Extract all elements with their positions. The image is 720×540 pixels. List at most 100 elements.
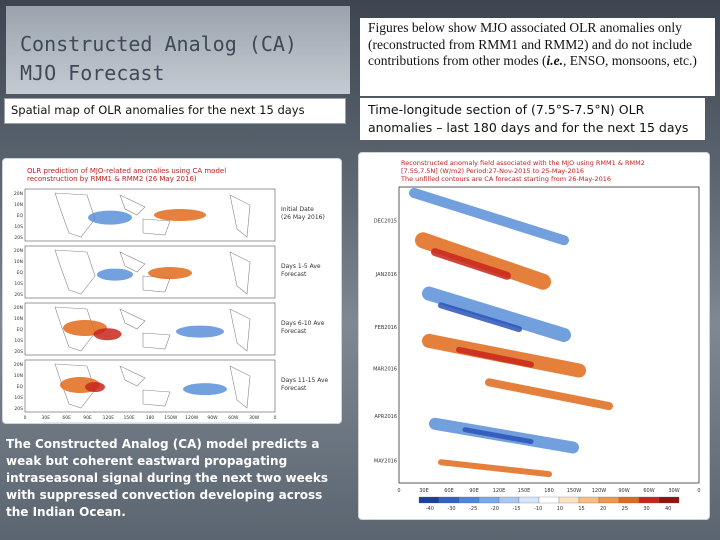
map-lat-tick: 20N: [14, 248, 23, 254]
map-header-line-1: OLR prediction of MJO-related anomalies …: [27, 167, 227, 175]
map-lon-tick: 90W: [207, 415, 218, 421]
map-lon-tick: 30W: [249, 415, 260, 421]
hov-colorbar-cell: [638, 496, 660, 504]
map-lon-tick: 90E: [83, 415, 92, 421]
map-panel-label-2: Forecast: [281, 385, 307, 392]
map-panel-label-2: (26 May 2016): [281, 214, 325, 221]
map-lat-tick: 10S: [14, 395, 23, 401]
olr-anomaly-blob: [148, 267, 192, 280]
map-lon-tick: 60E: [62, 415, 71, 421]
map-lon-tick: 60W: [228, 415, 239, 421]
australia-outline: [142, 389, 171, 407]
olr-anomaly-blob: [93, 328, 122, 341]
hov-colorbar-cell: [618, 496, 640, 504]
description-italic: i.e.: [546, 53, 563, 68]
map-panel-label-2: Forecast: [281, 328, 307, 335]
hov-colorbar-tick: 10: [557, 506, 563, 512]
hov-colorbar-cell: [518, 496, 540, 504]
hov-colorbar-tick: -40: [426, 506, 434, 512]
map-lat-tick: EQ: [17, 213, 24, 219]
map-lon-tick: 0: [274, 415, 277, 421]
map-lon-tick: 180: [146, 415, 155, 421]
map-lat-tick: 20S: [14, 235, 23, 241]
hov-lon-tick: 150W: [567, 488, 582, 494]
hov-colorbar-tick: 30: [643, 506, 649, 512]
hov-figure-svg: DEC2015 JAN2016 FEB2016 MAR2016 APR2016 MAY20…: [373, 186, 701, 512]
map-lat-tick: 20N: [14, 362, 23, 368]
hov-date-tick: APR2016: [374, 414, 397, 420]
map-lat-tick: 20S: [14, 349, 23, 355]
map-lon-tick: 150E: [123, 415, 135, 421]
map-lon-tick: 120W: [185, 415, 199, 421]
hov-header-line-1: Reconstructed anomaly field associated w…: [401, 159, 645, 167]
hov-colorbar-cell: [478, 496, 500, 504]
hov-colorbar-cell: [578, 496, 600, 504]
hov-date-tick: JAN2016: [375, 272, 397, 278]
australia-outline: [142, 218, 171, 236]
hov-anomaly-band: [438, 302, 522, 333]
hov-anomaly-band: [415, 232, 551, 290]
hov-date-tick: DEC2015: [374, 219, 397, 225]
map-lat-tick: 10S: [14, 338, 23, 344]
summary-text: The Constructed Analog (CA) model predic…: [6, 437, 329, 519]
map-lat-tick: 20S: [14, 292, 23, 298]
map-lon-tick: 0: [24, 415, 27, 421]
hov-anomaly-band: [422, 286, 571, 342]
america-outline: [229, 365, 251, 409]
hov-lon-tick: 30W: [668, 488, 679, 494]
hov-anomaly-band: [438, 459, 552, 478]
america-outline: [229, 251, 251, 295]
hov-lon-tick: 0: [697, 488, 700, 494]
hov-colorbar-tick: 15: [578, 506, 584, 512]
hov-colorbar-tick: -30: [447, 506, 455, 512]
hov-lon-tick: 30E: [419, 488, 429, 494]
map-lat-tick: 20N: [14, 305, 23, 311]
description-post: , ENSO, monsoons, etc.): [562, 53, 697, 68]
map-panel-label-1: Days 6-10 Ave: [281, 320, 325, 327]
hov-header-line-3: The unfilled contours are CA forecast st…: [401, 175, 611, 183]
description-pre: Figures below show MJO associated OLR an…: [368, 20, 692, 68]
asia-outline: [119, 194, 146, 216]
hov-date-tick: MAR2016: [373, 367, 397, 373]
map-lat-tick: 10N: [14, 373, 23, 379]
america-outline: [229, 194, 251, 238]
map-lat-tick: 10S: [14, 281, 23, 287]
map-lat-tick: 20S: [14, 406, 23, 412]
hov-colorbar-tick: -15: [512, 506, 520, 512]
map-header-line-2: reconstruction by RMM1 & RMM2 (26 May 20…: [27, 175, 197, 183]
map-lat-tick: 20N: [14, 191, 23, 197]
hov-anomaly-band: [456, 346, 534, 368]
olr-anomaly-blob: [88, 210, 132, 225]
hov-date-tick: MAY2016: [374, 458, 397, 464]
map-lon-tick: 120E: [103, 415, 115, 421]
map-panel-frame: [24, 188, 276, 242]
hov-colorbar-tick: -10: [534, 506, 542, 512]
hov-anomaly-band: [409, 187, 569, 246]
america-outline: [229, 308, 251, 352]
hov-lon-tick: 90W: [618, 488, 629, 494]
hov-date-tick: FEB2016: [375, 325, 397, 331]
hov-lon-tick: 60E: [444, 488, 454, 494]
hov-lon-tick: 150E: [518, 488, 531, 494]
hov-figure-header: Reconstructed anomaly field associated w…: [401, 159, 701, 183]
africa-outline: [54, 363, 96, 409]
map-figure-header: OLR prediction of MJO-related anomalies …: [27, 167, 226, 183]
hovmoller-figure: Reconstructed anomaly field associated w…: [358, 152, 710, 520]
hov-colorbar-cell: [438, 496, 460, 504]
hov-lon-tick: 90E: [469, 488, 479, 494]
hov-lon-tick: 120E: [493, 488, 506, 494]
hov-anomaly-band: [431, 248, 511, 280]
map-lat-tick: EQ: [17, 327, 24, 333]
olr-map-figure: OLR prediction of MJO-related anomalies …: [2, 158, 342, 436]
map-panel-label-2: Forecast: [281, 271, 307, 278]
hov-anomaly-band: [422, 333, 586, 378]
asia-outline: [119, 308, 146, 330]
olr-anomaly-blob: [183, 383, 227, 396]
map-figure-svg: 20N 10N EQ 10S 20S Initial Date(26 May 2016) 2…: [14, 188, 329, 436]
olr-anomaly-blob: [85, 382, 105, 393]
australia-outline: [142, 332, 171, 350]
title-box: Constructed Analog (CA) MJO Forecast: [6, 6, 350, 94]
left-subtitle: Spatial map of OLR anomalies for the nex…: [4, 98, 346, 124]
hov-colorbar-cell: [538, 496, 560, 504]
hov-lon-tick: 180: [544, 488, 554, 494]
